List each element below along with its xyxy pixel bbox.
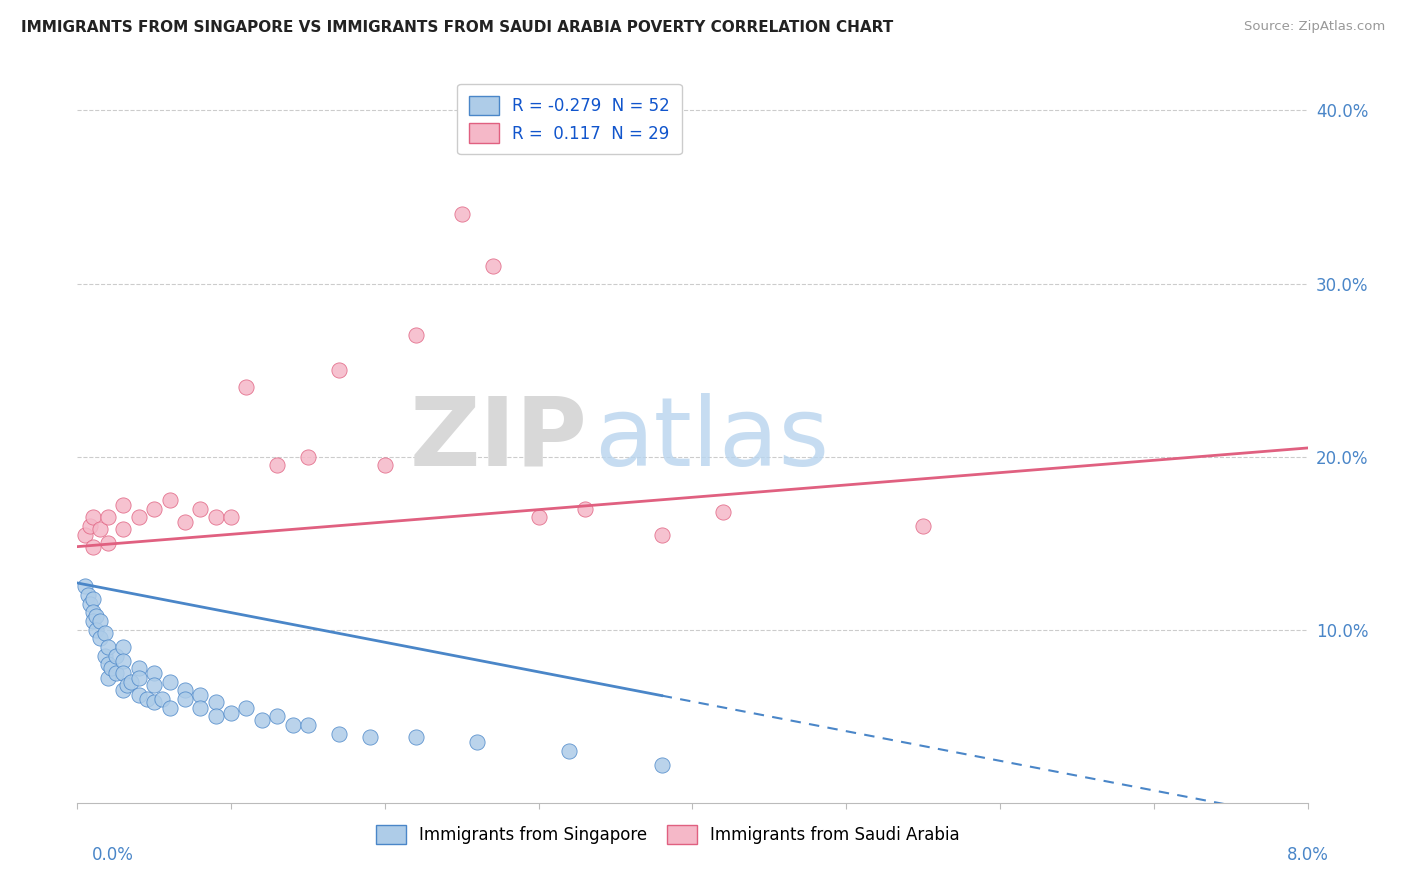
Point — [112, 654, 135, 668]
Point — [250, 713, 273, 727]
Point — [128, 661, 150, 675]
Point — [143, 665, 166, 680]
Point — [450, 207, 472, 221]
Point — [188, 689, 212, 703]
Point — [82, 540, 104, 554]
Point — [135, 692, 157, 706]
Point — [89, 632, 111, 646]
Point — [112, 640, 135, 654]
Point — [128, 689, 150, 703]
Point — [235, 380, 257, 394]
Point — [112, 683, 135, 698]
Point — [159, 700, 181, 714]
Point — [204, 695, 226, 709]
Point — [651, 527, 673, 541]
Point — [204, 709, 226, 723]
Point — [97, 657, 120, 672]
Point — [558, 744, 581, 758]
Point — [297, 450, 319, 464]
Point — [405, 730, 427, 744]
Point — [112, 498, 135, 512]
Point — [97, 510, 120, 524]
Point — [73, 527, 96, 541]
Point — [188, 501, 212, 516]
Point — [912, 519, 935, 533]
Point — [159, 492, 181, 507]
Point — [97, 671, 120, 685]
Point — [128, 510, 150, 524]
Point — [104, 665, 127, 680]
Text: 8.0%: 8.0% — [1286, 846, 1329, 863]
Point — [266, 458, 288, 473]
Point — [84, 623, 107, 637]
Point — [465, 735, 488, 749]
Point — [143, 695, 166, 709]
Point — [82, 606, 104, 620]
Point — [115, 678, 138, 692]
Point — [266, 709, 288, 723]
Point — [174, 683, 197, 698]
Point — [297, 718, 319, 732]
Point — [82, 591, 104, 606]
Point — [120, 674, 142, 689]
Point — [89, 522, 111, 536]
Point — [100, 661, 122, 675]
Point — [174, 516, 197, 530]
Point — [374, 458, 396, 473]
Point — [204, 510, 226, 524]
Legend: Immigrants from Singapore, Immigrants from Saudi Arabia: Immigrants from Singapore, Immigrants fr… — [367, 817, 969, 853]
Point — [143, 501, 166, 516]
Point — [328, 726, 350, 740]
Point — [82, 614, 104, 628]
Point — [651, 757, 673, 772]
Point — [359, 730, 381, 744]
Point — [94, 648, 117, 663]
Point — [219, 510, 242, 524]
Point — [82, 510, 104, 524]
Point — [104, 648, 127, 663]
Y-axis label: Poverty: Poverty — [0, 410, 7, 468]
Point — [150, 692, 173, 706]
Text: ZIP: ZIP — [411, 392, 588, 486]
Point — [159, 674, 181, 689]
Point — [112, 522, 135, 536]
Point — [188, 700, 212, 714]
Point — [112, 665, 135, 680]
Point — [89, 614, 111, 628]
Point — [97, 640, 120, 654]
Point — [574, 501, 596, 516]
Point — [219, 706, 242, 720]
Point — [281, 718, 304, 732]
Point — [79, 519, 101, 533]
Point — [77, 588, 100, 602]
Text: IMMIGRANTS FROM SINGAPORE VS IMMIGRANTS FROM SAUDI ARABIA POVERTY CORRELATION CH: IMMIGRANTS FROM SINGAPORE VS IMMIGRANTS … — [21, 20, 893, 35]
Point — [174, 692, 197, 706]
Point — [328, 363, 350, 377]
Point — [527, 510, 550, 524]
Point — [128, 671, 150, 685]
Point — [73, 579, 96, 593]
Point — [79, 597, 101, 611]
Point — [94, 626, 117, 640]
Point — [481, 259, 503, 273]
Text: Source: ZipAtlas.com: Source: ZipAtlas.com — [1244, 20, 1385, 33]
Text: atlas: atlas — [595, 392, 830, 486]
Text: 0.0%: 0.0% — [91, 846, 134, 863]
Point — [405, 328, 427, 343]
Point — [97, 536, 120, 550]
Point — [143, 678, 166, 692]
Point — [235, 700, 257, 714]
Point — [84, 608, 107, 623]
Point — [711, 505, 734, 519]
